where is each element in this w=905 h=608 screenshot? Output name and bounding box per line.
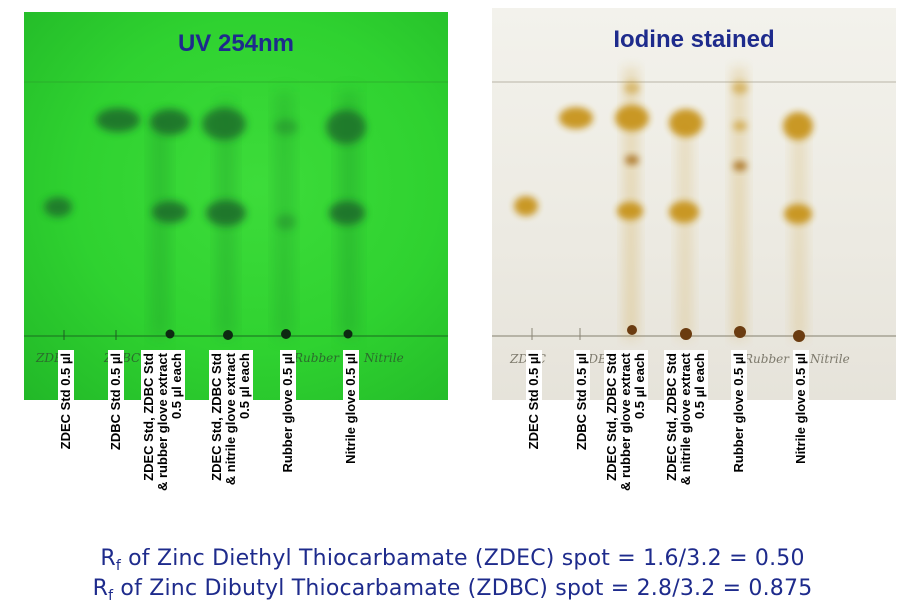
iodine-lane-1-zdec-spot	[514, 196, 538, 216]
uv-tlc-plate: ZDEC ZDBC Rubber Nitrile UV 254nm	[24, 12, 448, 400]
iodine-handwriting-3: Rubber	[743, 352, 790, 366]
zdec-rf-text: of Zinc Diethyl Thiocarbamate (ZDEC) spo…	[120, 546, 805, 571]
iodine-lane-5-upper-spot	[732, 82, 748, 94]
zdec-rf-result: Rf of Zinc Diethyl Thiocarbamate (ZDEC) …	[0, 546, 905, 574]
iodine-lane-label-4: ZDEC Std, ZDBC Std & nitrile glove extra…	[663, 350, 709, 540]
iodine-lane-label-5: Rubber glove 0.5 µl	[729, 350, 749, 540]
iodine-lane-label-6: Nitrile glove 0.5 µl	[791, 350, 811, 540]
uv-lane-label-4: ZDEC Std, ZDBC Std & nitrile glove extra…	[208, 350, 254, 540]
lane-3-streak	[152, 117, 168, 337]
uv-lane-label-5: Rubber glove 0.5 µl	[278, 350, 298, 540]
rf-subscript: f	[108, 588, 114, 604]
iodine-lane-6-zdec-spot	[784, 204, 812, 224]
uv-lane-label-6: Nitrile glove 0.5 µl	[341, 350, 361, 540]
iodine-lane-3-small-spot	[625, 155, 639, 165]
lane-3-origin-dot	[165, 329, 175, 339]
rf-subscript: f	[115, 558, 121, 574]
lane-5-lower-spot	[276, 214, 296, 230]
lane-6-origin-dot	[343, 329, 353, 339]
iodine-plate-drawing: ZDEC ZDBC Rubber Nitrile	[492, 68, 896, 366]
iodine-lane-2-zdbc-spot	[559, 107, 593, 129]
uv-plate-drawing: ZDEC ZDBC Rubber Nitrile	[24, 81, 448, 365]
iodine-handwriting-4: Nitrile	[809, 352, 850, 366]
iodine-lane-6-streak	[792, 128, 806, 338]
iodine-lane-5-origin-dot	[734, 326, 746, 338]
zdbc-rf-text: of Zinc Dibutyl Thiocarbamate (ZDBC) spo…	[113, 576, 813, 601]
lane-4-origin-dot	[223, 330, 233, 340]
iodine-lane-4-zdec-spot	[669, 201, 699, 223]
iodine-lane-4-zdbc-spot	[669, 109, 703, 137]
iodine-lane-3-origin-dot	[627, 325, 637, 335]
lane-6-spot	[326, 110, 366, 144]
lane-5-spot	[274, 119, 298, 135]
uv-lane-label-3: ZDEC Std, ZDBC Std & rubber glove extrac…	[140, 350, 186, 540]
iodine-lane-6-spot	[783, 112, 813, 140]
lane-6-lower-spot	[329, 201, 365, 225]
iodine-panel-title: Iodine stained	[613, 26, 775, 53]
iodine-lane-3-zdec-spot	[617, 202, 643, 220]
lane-3-zdec-spot	[152, 201, 188, 223]
iodine-lane-5-small-spot	[733, 161, 747, 171]
uv-lane-label-2: ZDBC Std 0.5 µl	[106, 350, 126, 540]
iodine-lane-6-origin-dot	[793, 330, 805, 342]
uv-lane-label-1: ZDEC Std 0.5 µl	[56, 350, 76, 540]
iodine-tlc-plate: ZDEC ZDBC Rubber Nitrile Iodine stained	[492, 8, 896, 400]
lane-4-zdec-spot	[206, 200, 246, 226]
iodine-lane-5-mid-spot	[733, 121, 747, 131]
lane-5-origin-dot	[281, 329, 291, 339]
uv-handwriting-3: Rubber	[293, 351, 340, 365]
iodine-lane-label-3: ZDEC Std, ZDBC Std & rubber glove extrac…	[603, 350, 649, 540]
iodine-lane-3-upper-spot	[624, 82, 640, 94]
iodine-lane-4-origin-dot	[680, 328, 692, 340]
iodine-lane-3-zdbc-spot	[615, 105, 649, 131]
uv-panel-title: UV 254nm	[177, 30, 295, 57]
lane-1-zdec-spot	[44, 197, 72, 217]
iodine-lane-4-streak	[678, 118, 692, 338]
rf-symbol: R	[92, 576, 109, 601]
lane-4-zdbc-spot	[202, 108, 246, 140]
lane-2-zdbc-spot	[96, 108, 140, 132]
rf-symbol: R	[100, 546, 116, 571]
iodine-lane-label-1: ZDEC Std 0.5 µl	[524, 350, 544, 540]
lane-3-zdbc-spot	[150, 109, 190, 135]
zdbc-rf-result: Rf of Zinc Dibutyl Thiocarbamate (ZDBC) …	[0, 576, 905, 604]
iodine-lane-5-streak	[732, 68, 746, 338]
iodine-lane-label-2: ZDBC Std 0.5 µl	[572, 350, 592, 540]
uv-handwriting-4: Nitrile	[363, 351, 404, 365]
